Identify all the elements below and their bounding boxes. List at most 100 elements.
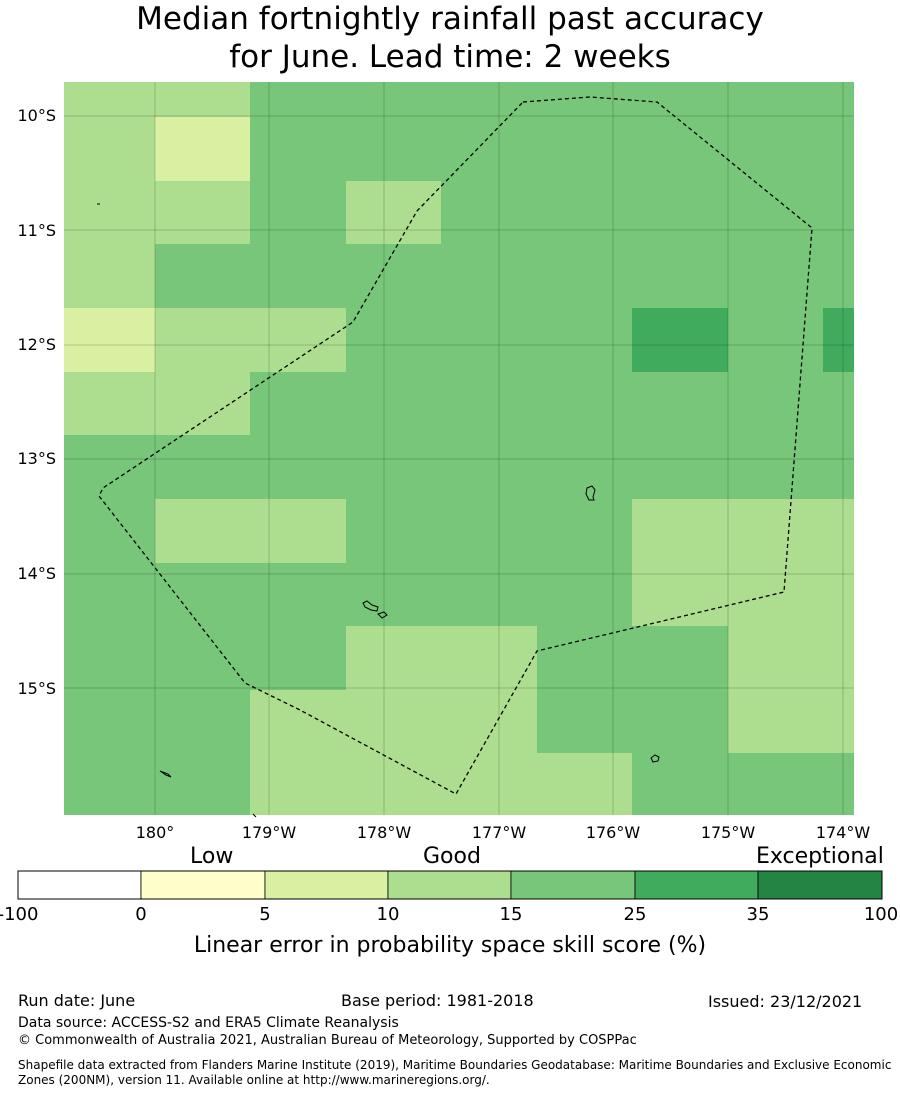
colorbar: -100 0 5 10 15 25 35 100 xyxy=(0,870,898,925)
colorbar-segment xyxy=(264,870,389,900)
grid-cell xyxy=(441,181,537,244)
grid-cell xyxy=(155,117,250,181)
colorbar-tick: 25 xyxy=(624,904,647,925)
grid-cell xyxy=(632,753,728,815)
island-futuna xyxy=(362,600,379,612)
grid-cell xyxy=(537,690,632,753)
skill-score-map: 180° 179°W 178°W 177°W 176°W 175°W 174°W… xyxy=(17,82,871,840)
grid-cell xyxy=(155,435,250,499)
grid-cell xyxy=(441,82,537,117)
copyright: © Commonwealth of Australia 2021, Austra… xyxy=(18,1033,637,1048)
grid-cell xyxy=(346,372,441,435)
map-title: Median fortnightly rainfall past accurac… xyxy=(0,0,900,76)
title-line-1: Median fortnightly rainfall past accurac… xyxy=(136,1,764,37)
grid-cell xyxy=(537,626,632,690)
grid-cell xyxy=(64,181,155,244)
island-small-south xyxy=(650,754,660,763)
lat-tick-label: 12°S xyxy=(17,335,56,354)
grid-cell xyxy=(64,435,155,499)
grid-cell xyxy=(728,117,854,181)
grid-cell xyxy=(728,563,854,626)
colorbar-frame xyxy=(17,870,883,900)
lat-tick-label: 13°S xyxy=(17,449,56,468)
grid-cell xyxy=(728,626,854,690)
grid-cell xyxy=(632,82,728,117)
lon-tick-label: 176°W xyxy=(586,823,641,840)
colorbar-tick-labels: -100 0 5 10 15 25 35 100 xyxy=(0,904,898,925)
grid-cell xyxy=(250,372,346,435)
island-alofi xyxy=(377,611,388,619)
title-line-2: for June. Lead time: 2 weeks xyxy=(229,39,671,75)
grid-cell xyxy=(250,753,346,815)
lon-tick-label: 177°W xyxy=(472,823,527,840)
grid-cell xyxy=(250,563,346,626)
grid-cell xyxy=(537,244,632,308)
colorbar-tick: 100 xyxy=(864,904,898,925)
category-low: Low xyxy=(190,844,234,869)
issued-date: Issued: 23/12/2021 xyxy=(708,992,863,1011)
grid-cell xyxy=(155,753,250,815)
lat-tick-label: 15°S xyxy=(17,679,56,698)
grid-cell xyxy=(728,308,823,372)
lon-tick-label: 178°W xyxy=(357,823,412,840)
islet-south-edge xyxy=(252,813,257,818)
grid-cell xyxy=(728,82,854,117)
island-wallis xyxy=(585,485,596,501)
lat-tick-label: 14°S xyxy=(17,564,56,583)
colorbar-segments xyxy=(17,870,883,900)
grid-cell xyxy=(250,244,346,308)
grid-cell xyxy=(728,435,854,499)
grid-cell xyxy=(441,435,537,499)
grid-cell xyxy=(537,499,632,563)
grid-cell xyxy=(346,626,441,690)
grid-cell xyxy=(632,117,728,181)
colorbar-tick: -100 xyxy=(0,904,38,925)
colorbar-segment xyxy=(140,870,266,900)
shapefile-credit: Shapefile data extracted from Flanders M… xyxy=(18,1058,892,1087)
grid-cell xyxy=(346,117,441,181)
grid-cell xyxy=(441,753,537,815)
grid-cell xyxy=(250,499,346,563)
grid-cell xyxy=(155,82,250,117)
grid-cell xyxy=(64,372,155,435)
base-period: Base period: 1981-2018 xyxy=(341,991,534,1010)
colorbar-segment xyxy=(510,870,636,900)
lon-tick-label: 179°W xyxy=(242,823,297,840)
islet-west xyxy=(159,770,172,778)
category-good: Good xyxy=(423,844,481,869)
colorbar-segment xyxy=(17,870,142,900)
longitude-labels: 180° 179°W 178°W 177°W 176°W 175°W 174°W xyxy=(136,823,871,840)
grid-cell xyxy=(346,435,441,499)
grid-cell xyxy=(250,82,346,117)
grid-cell xyxy=(250,181,346,244)
grid-cell xyxy=(441,244,537,308)
colorbar-tick: 0 xyxy=(135,904,146,925)
lon-tick-label: 180° xyxy=(136,823,175,840)
grid-cell xyxy=(728,753,854,815)
grid-cell xyxy=(64,563,155,626)
latitude-labels: 10°S 11°S 12°S 13°S 14°S 15°S xyxy=(17,106,56,698)
grid-cell xyxy=(632,499,728,563)
grid-cell xyxy=(441,308,537,372)
grid-cell xyxy=(441,372,537,435)
grid-cell xyxy=(632,626,728,690)
grid-cell xyxy=(537,372,632,435)
lat-tick-label: 11°S xyxy=(17,221,56,240)
colorbar-tick: 10 xyxy=(377,904,400,925)
colorbar-segment xyxy=(757,870,883,900)
grid-cell xyxy=(632,244,728,308)
grid-cell xyxy=(728,499,854,563)
grid-cell xyxy=(155,372,250,435)
skill-grid-cells xyxy=(64,82,854,815)
grid-cell xyxy=(632,308,728,372)
grid-cell xyxy=(155,690,250,753)
grid-cell xyxy=(537,435,632,499)
grid-cell xyxy=(537,181,632,244)
grid-cell xyxy=(441,690,537,753)
grid-cell xyxy=(250,690,346,753)
grid-cell xyxy=(823,308,854,372)
grid-cell xyxy=(64,626,155,690)
grid-cell xyxy=(250,435,346,499)
category-exceptional: Exceptional xyxy=(756,844,884,869)
grid-cell xyxy=(537,308,632,372)
